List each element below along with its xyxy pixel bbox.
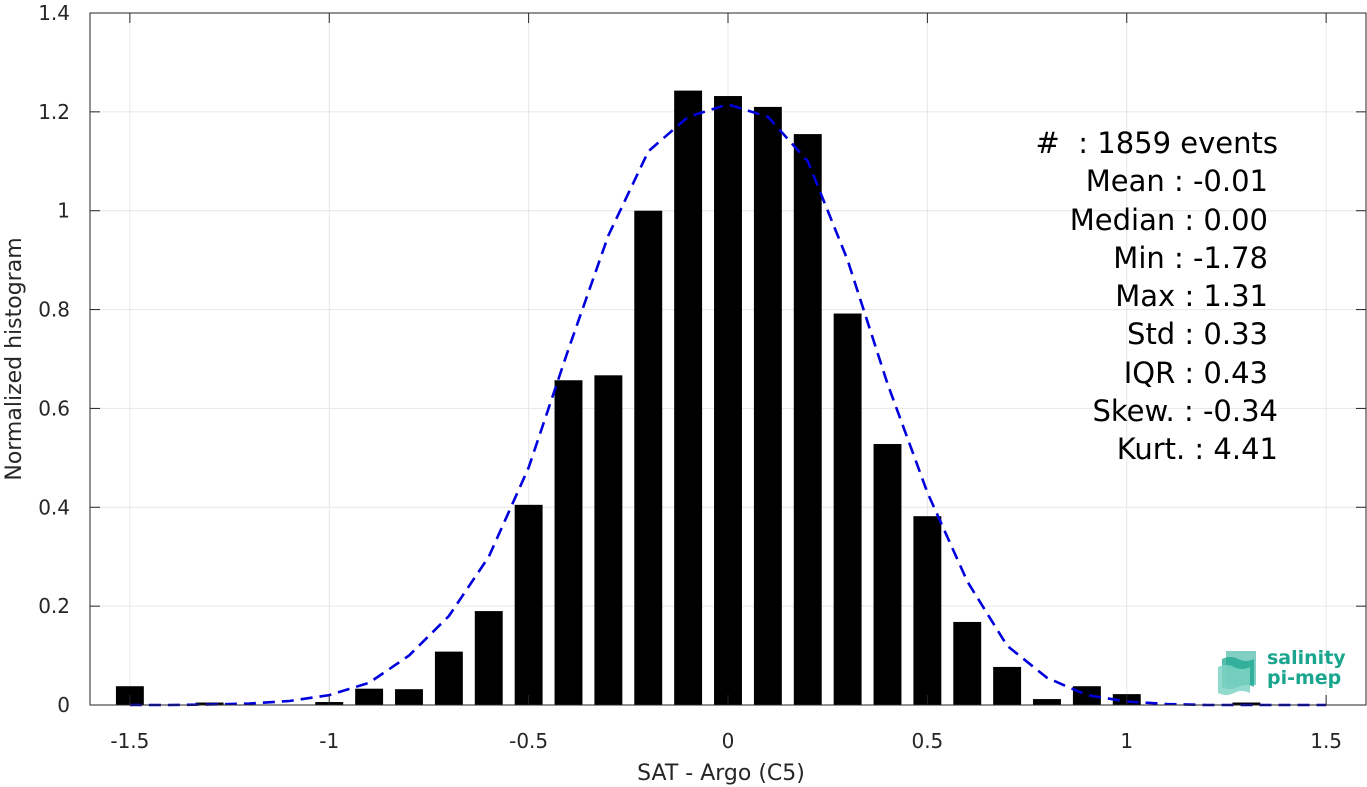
histogram-bar: [355, 688, 384, 705]
histogram-bar: [434, 651, 463, 705]
histogram-bar: [514, 504, 543, 705]
stat-kurt: Kurt. : 4.41: [1116, 432, 1278, 467]
y-tick-label: 1: [57, 199, 70, 223]
y-axis-label: Normalized histogram: [2, 237, 27, 480]
histogram-bar: [793, 134, 822, 706]
x-tick-label: 1: [1120, 729, 1133, 753]
stat-median: Median : 0.00: [1069, 202, 1268, 237]
x-tick-label: -1.5: [110, 729, 149, 753]
x-tick-label: -0.5: [509, 729, 548, 753]
x-tick-label: 0: [722, 729, 735, 753]
histogram-bar: [395, 689, 423, 705]
axis-ticks: -1.5 -1 -0.5 0 0.5 1 1.5 0 0.2 0.4 0.6 0.8 1 1.2 1.4: [38, 1, 1366, 753]
y-tick-label: 0.8: [38, 298, 70, 322]
logo-line2: pi-mep: [1267, 667, 1342, 689]
x-tick-label: 0.5: [911, 729, 943, 753]
y-tick-label: 1.4: [38, 1, 70, 25]
histogram-bar: [714, 96, 742, 706]
y-tick-label: 1.2: [38, 100, 70, 124]
stat-iqr: IQR : 0.43: [1123, 355, 1268, 390]
histogram-bar: [993, 666, 1022, 705]
histogram-bar: [913, 516, 942, 705]
salinity-pimep-logo: salinity pi-mep: [1216, 647, 1346, 695]
y-tick-label: 0.4: [38, 495, 70, 519]
histogram-bar: [634, 210, 663, 705]
x-axis-label: SAT - Argo (C5): [637, 761, 805, 786]
logo-mark-icon: [1218, 651, 1256, 695]
bars: [115, 90, 1261, 706]
stats-box: # : 1859 events Mean : -0.01 Median : 0.00…: [1036, 124, 1278, 469]
histogram-bar: [594, 375, 623, 705]
histogram-bar: [753, 106, 782, 705]
y-tick-label: 0.2: [38, 594, 70, 618]
histogram-bar: [953, 621, 982, 705]
y-tick-label: 0: [57, 693, 70, 717]
histogram-bar: [554, 380, 583, 705]
histogram-bar: [873, 444, 902, 705]
histogram-bar: [474, 611, 503, 705]
x-tick-label: 1.5: [1310, 729, 1342, 753]
logo-text: salinity pi-mep: [1267, 648, 1346, 688]
x-tick-label: -1: [319, 729, 339, 753]
histogram-bar: [1033, 699, 1061, 705]
stat-skew: Skew. : -0.34: [1092, 394, 1278, 429]
stat-min: Min : -1.78: [1113, 240, 1268, 275]
stat-max: Max : 1.31: [1115, 279, 1268, 314]
stat-events: # : 1859 events: [1035, 126, 1278, 160]
stat-mean: Mean : -0.01: [1085, 164, 1268, 199]
y-tick-label: 0.6: [38, 396, 70, 420]
histogram-bar: [674, 90, 703, 706]
logo-line1: salinity: [1267, 647, 1346, 669]
stat-std: Std : 0.33: [1127, 317, 1268, 352]
histogram-bar: [833, 313, 862, 705]
